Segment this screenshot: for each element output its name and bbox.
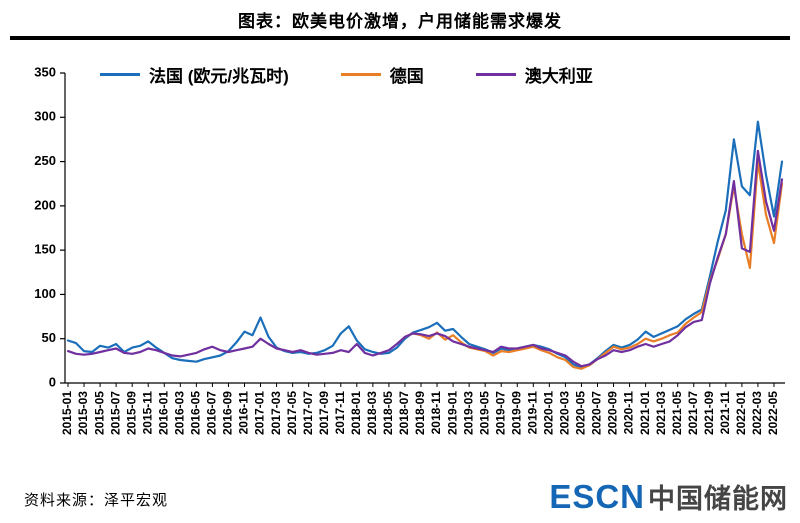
x-tick-label: 2019-09 xyxy=(509,391,523,435)
y-tick-label: 0 xyxy=(49,374,56,389)
x-tick-label: 2016-03 xyxy=(172,391,186,435)
escn-logo-chinese: 中国储能网 xyxy=(648,484,788,514)
x-tick-label: 2021-01 xyxy=(638,391,652,435)
legend-item-germany: 德国 xyxy=(340,62,424,87)
x-tick-label: 2019-07 xyxy=(493,391,507,435)
legend-item-france: 法国 (欧元/兆瓦时) xyxy=(100,62,289,87)
x-tick-label: 2018-09 xyxy=(413,391,427,435)
x-tick-label: 2018-01 xyxy=(349,391,363,435)
x-tick-label: 2020-11 xyxy=(622,391,636,435)
x-tick-label: 2019-03 xyxy=(461,391,475,435)
x-tick-label: 2019-05 xyxy=(477,391,491,435)
x-tick-label: 2018-03 xyxy=(365,391,379,435)
x-tick-label: 2022-03 xyxy=(750,391,764,435)
chart-legend: 法国 (欧元/兆瓦时) 德国 澳大利亚 xyxy=(100,62,593,87)
x-tick-label: 2019-11 xyxy=(525,391,539,435)
y-tick-label: 150 xyxy=(34,242,56,257)
x-tick-label: 2015-05 xyxy=(92,391,106,435)
legend-line-swatch-australia xyxy=(475,72,516,77)
y-tick-label: 350 xyxy=(34,64,56,79)
legend-line-swatch-france xyxy=(100,72,140,77)
x-tick-label: 2020-01 xyxy=(542,391,556,435)
x-tick-label: 2020-09 xyxy=(606,391,620,435)
x-tick-label: 2021-07 xyxy=(686,391,700,435)
y-tick-label: 250 xyxy=(34,153,56,168)
x-tick-label: 2019-01 xyxy=(445,391,459,435)
x-tick-label: 2020-07 xyxy=(590,391,604,435)
x-tick-label: 2015-03 xyxy=(76,391,90,435)
x-tick-label: 2017-05 xyxy=(285,391,299,435)
x-tick-label: 2017-03 xyxy=(269,391,283,435)
series-line-0 xyxy=(66,120,784,369)
series-line-2 xyxy=(66,149,784,368)
x-tick-label: 2021-11 xyxy=(718,391,732,435)
x-tick-label: 2020-03 xyxy=(558,391,572,435)
legend-line-swatch-germany xyxy=(340,72,381,77)
x-tick-label: 2018-11 xyxy=(429,391,443,435)
x-tick-label: 2022-05 xyxy=(766,391,780,435)
y-tick-label: 300 xyxy=(34,109,56,124)
escn-logo-latin: ESCN xyxy=(549,478,645,515)
x-tick-label: 2017-11 xyxy=(333,391,347,435)
x-tick-label: 2016-01 xyxy=(156,391,170,435)
x-tick-label: 2018-05 xyxy=(381,391,395,435)
x-tick-label: 2015-01 xyxy=(60,391,74,435)
x-tick-label: 2016-07 xyxy=(205,391,219,435)
page-title: 图表：欧美电价激增，户用储能需求爆发 xyxy=(238,12,562,31)
x-tick-label: 2016-09 xyxy=(221,391,235,435)
x-tick-label: 2017-09 xyxy=(317,391,331,435)
x-tick-label: 2015-11 xyxy=(140,391,154,435)
legend-label-australia: 澳大利亚 xyxy=(524,67,593,86)
x-tick-label: 2018-07 xyxy=(397,391,411,435)
x-tick-label: 2015-07 xyxy=(108,391,122,435)
x-tick-label: 2021-09 xyxy=(702,391,716,435)
escn-logo: ESCN 中国储能网 xyxy=(549,477,788,516)
y-tick-label: 200 xyxy=(34,197,56,212)
legend-label-germany: 德国 xyxy=(389,67,424,86)
x-tick-label: 2021-05 xyxy=(670,391,684,435)
x-tick-label: 2021-03 xyxy=(654,391,668,435)
x-tick-label: 2017-01 xyxy=(253,391,267,435)
x-tick-label: 2022-01 xyxy=(734,391,748,435)
x-tick-label: 2017-07 xyxy=(301,391,315,435)
title-divider xyxy=(10,36,790,40)
data-source-note: 资料来源：泽平宏观 xyxy=(24,493,169,509)
x-tick-label: 2016-05 xyxy=(189,391,203,435)
x-tick-label: 2020-05 xyxy=(574,391,588,435)
legend-label-france: 法国 (欧元/兆瓦时) xyxy=(149,67,289,86)
legend-item-australia: 澳大利亚 xyxy=(475,62,593,87)
x-tick-label: 2015-09 xyxy=(124,391,138,435)
y-tick-label: 100 xyxy=(34,286,56,301)
x-tick-label: 2016-11 xyxy=(237,391,251,435)
y-tick-label: 50 xyxy=(42,330,56,345)
line-chart: 0 50 100 150 200 250 300 350 2015-01 2015-03 2015-… xyxy=(0,45,800,475)
